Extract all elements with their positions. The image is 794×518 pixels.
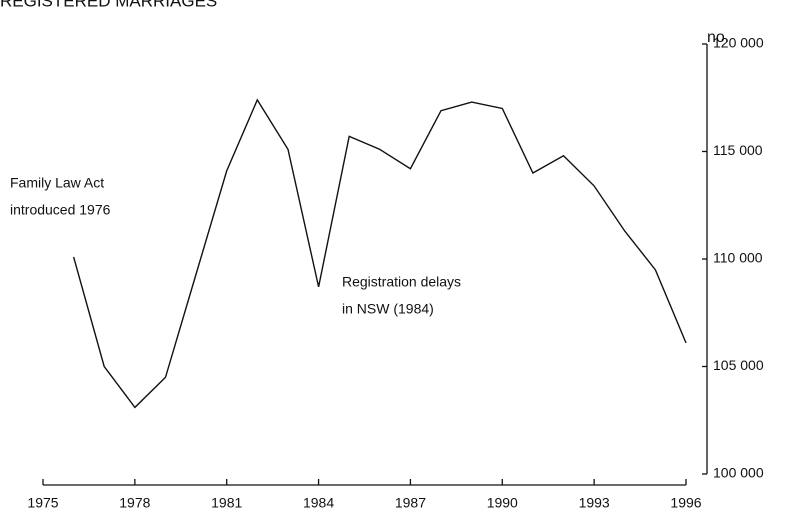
x-tick-label: 1975 xyxy=(27,495,58,511)
x-tick-label: 1984 xyxy=(303,495,334,511)
annotation: Registration delays xyxy=(342,274,461,290)
y-tick-label: 115 000 xyxy=(713,142,763,158)
x-tick-label: 1981 xyxy=(211,495,242,511)
x-tick-label: 1990 xyxy=(487,495,518,511)
annotation: in NSW (1984) xyxy=(342,301,434,317)
y-tick-label: 100 000 xyxy=(713,465,764,481)
y-tick-label: 110 000 xyxy=(713,250,763,266)
chart-title: REGISTERED MARRIAGES xyxy=(0,0,217,10)
y-tick-label: 105 000 xyxy=(713,357,764,373)
x-tick-label: 1996 xyxy=(670,495,701,511)
y-axis-label: no. xyxy=(707,29,729,46)
annotation: Family Law Act xyxy=(10,175,104,191)
annotation: introduced 1976 xyxy=(10,202,111,218)
x-tick-label: 1993 xyxy=(579,495,610,511)
x-tick-label: 1978 xyxy=(119,495,150,511)
x-tick-label: 1987 xyxy=(395,495,426,511)
data-line xyxy=(72,98,687,409)
y-tick-label: 120 000 xyxy=(713,35,764,51)
